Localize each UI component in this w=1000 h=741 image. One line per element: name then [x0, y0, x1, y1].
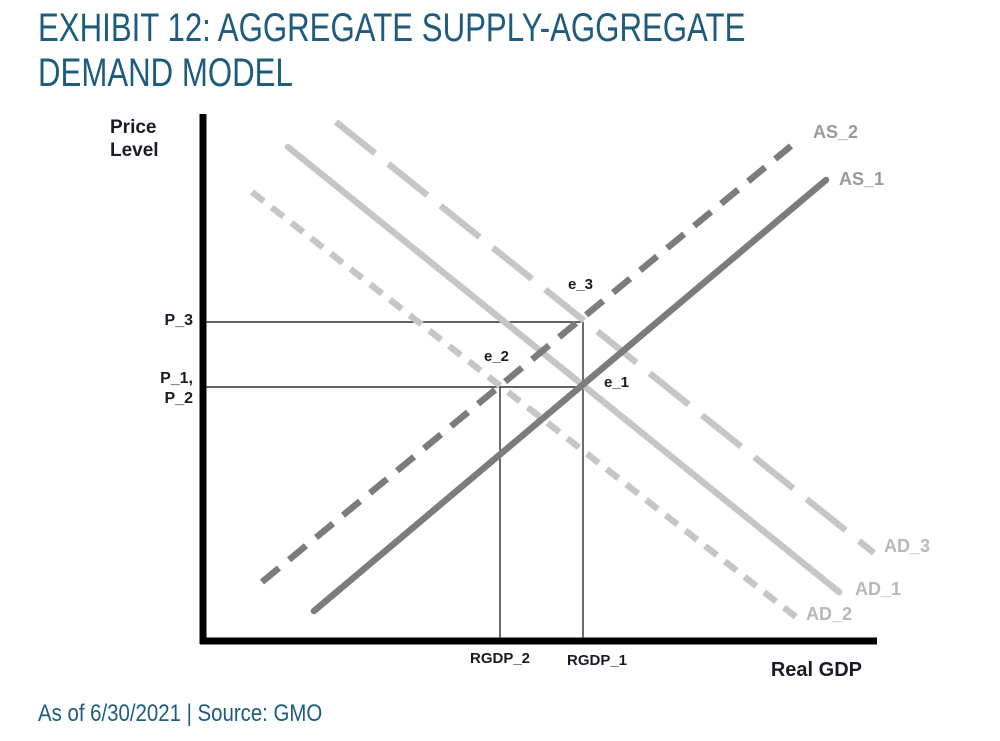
as2-curve [259, 143, 794, 585]
ad1-curve [284, 143, 843, 596]
ad3-curve-label: AD_3 [884, 536, 931, 556]
ad1-curve-label: AD_1 [855, 579, 902, 599]
y-axis-label: Price Level [110, 117, 159, 161]
price-p1-p2-label: P_1, P_2 [160, 370, 193, 407]
source-footnote: As of 6/30/2021 | Source: GMO [38, 700, 372, 728]
ad3-curve [333, 119, 877, 556]
as2-curve-label: AS_2 [813, 122, 859, 142]
equilibrium-e2-label: e_2 [484, 348, 510, 365]
source-footnote-text: As of 6/30/2021 | Source: GMO [38, 700, 323, 727]
as1-curve-label: AS_1 [839, 169, 885, 189]
as1-curve [310, 176, 830, 615]
price-p3-label: P_3 [164, 312, 193, 329]
rgdp2-tick-label: RGDP_2 [469, 650, 531, 667]
rgdp1-tick-label: RGDP_1 [566, 652, 628, 669]
exhibit-title-line1: EXHIBIT 12: AGGREGATE SUPPLY-AGGREGATE [38, 6, 746, 50]
equilibrium-e1-label: e_1 [604, 374, 630, 391]
equilibrium-e3-label: e_3 [568, 276, 594, 293]
ad2-curve [249, 189, 799, 620]
ad2-curve-label: AD_2 [806, 604, 853, 624]
exhibit-title-line2: DEMAND MODEL [38, 51, 293, 95]
x-axis-label: Real GDP [770, 659, 862, 681]
exhibit-title: EXHIBIT 12: AGGREGATE SUPPLY-AGGREGATE D… [38, 6, 945, 96]
